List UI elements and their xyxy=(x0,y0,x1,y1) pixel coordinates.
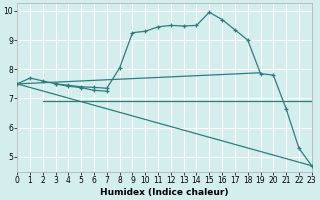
X-axis label: Humidex (Indice chaleur): Humidex (Indice chaleur) xyxy=(100,188,229,197)
